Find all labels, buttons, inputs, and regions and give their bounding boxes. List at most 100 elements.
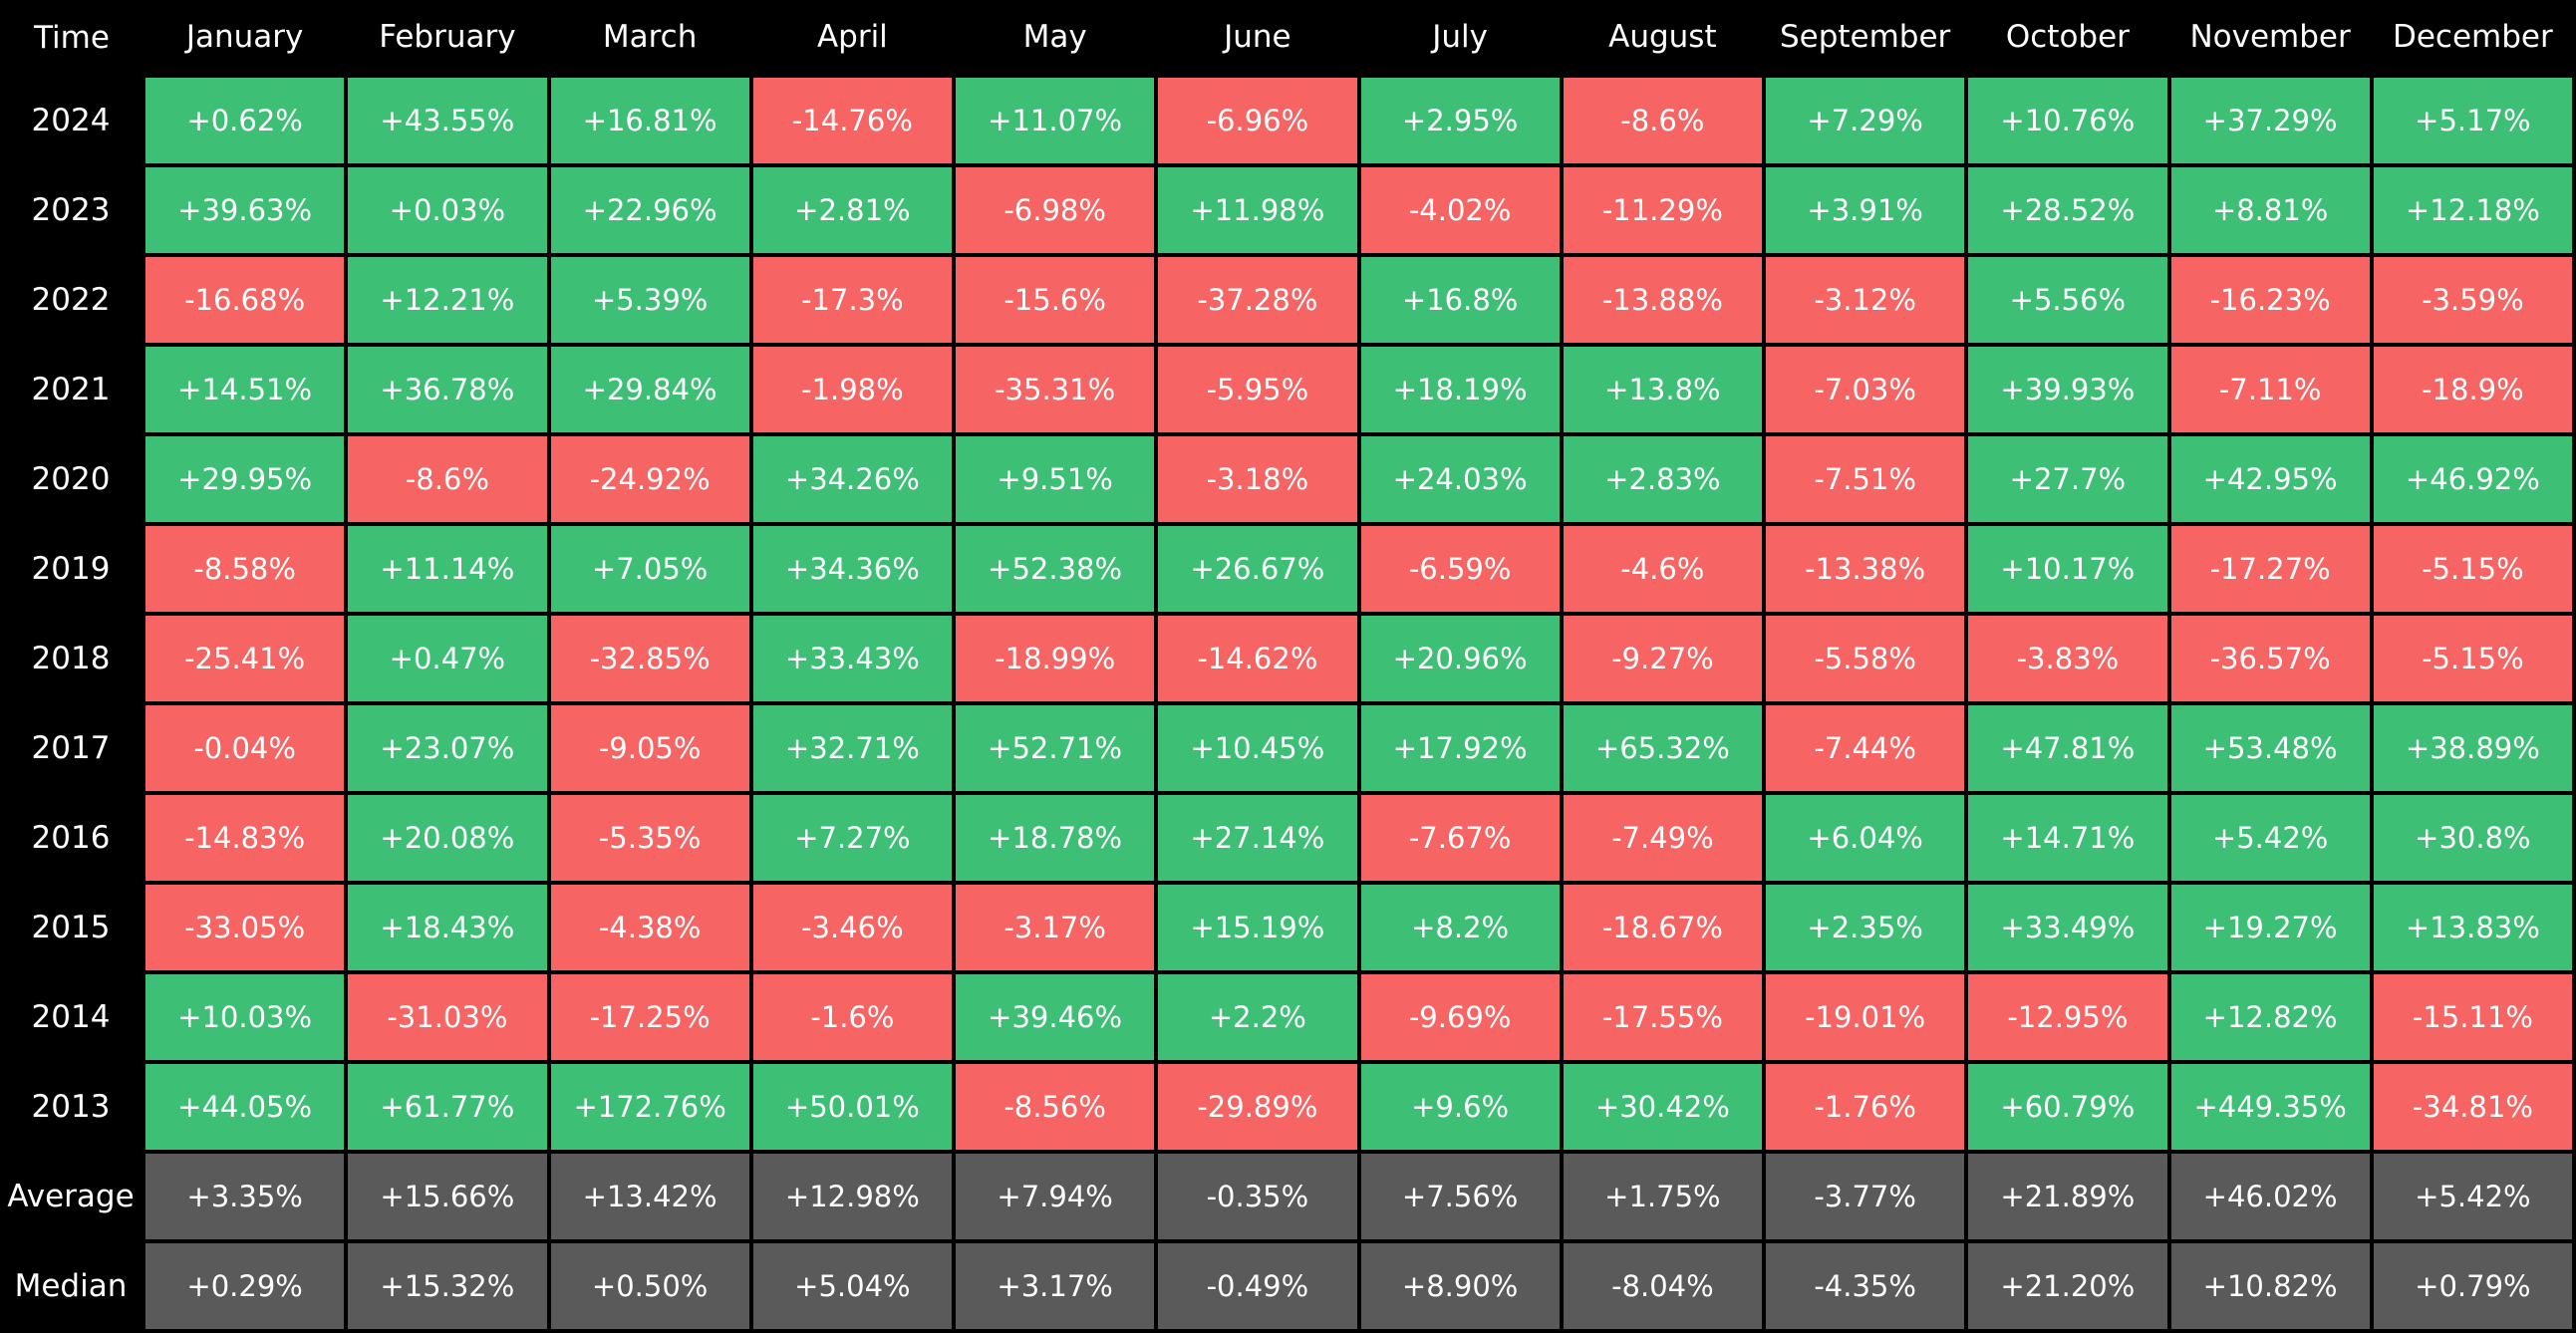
return-cell-2015-april: -3.46% <box>748 881 957 974</box>
return-cell-2021-july: +18.19% <box>1356 343 1564 436</box>
row-label-median: Median <box>0 1241 143 1331</box>
return-cell-2023-may: -6.98% <box>951 163 1159 257</box>
return-cell-2014-september: -19.01% <box>1761 970 1969 1064</box>
return-cell-2016-august: -7.49% <box>1559 791 1767 885</box>
return-cell-2023-february: +0.03% <box>344 163 551 257</box>
month-header-may: May <box>954 0 1157 76</box>
return-cell-2018-march: -32.85% <box>546 612 753 705</box>
return-cell-2018-november: -36.57% <box>2166 612 2374 705</box>
return-cell-2019-january: -8.58% <box>141 522 349 616</box>
return-cell-2024-december: +5.17% <box>2369 74 2576 167</box>
return-cell-2021-june: -5.95% <box>1154 343 1361 436</box>
return-cell-median-august: -8.04% <box>1559 1239 1767 1333</box>
return-cell-2014-december: -15.11% <box>2369 970 2576 1064</box>
month-header-june: June <box>1156 0 1359 76</box>
return-cell-2014-february: -31.03% <box>344 970 551 1064</box>
return-cell-median-december: +0.79% <box>2369 1239 2576 1333</box>
return-cell-2016-june: +27.14% <box>1154 791 1361 885</box>
return-cell-average-august: +1.75% <box>1559 1150 1767 1243</box>
return-cell-2016-february: +20.08% <box>344 791 551 885</box>
return-cell-2016-december: +30.8% <box>2369 791 2576 885</box>
return-cell-2023-december: +12.18% <box>2369 163 2576 257</box>
return-cell-2024-january: +0.62% <box>141 74 349 167</box>
return-cell-2022-july: +16.8% <box>1356 253 1564 347</box>
return-cell-2014-may: +39.46% <box>951 970 1159 1064</box>
return-cell-2014-october: -12.95% <box>1964 970 2171 1064</box>
return-cell-median-april: +5.04% <box>748 1239 957 1333</box>
row-label-2013: 2013 <box>0 1062 143 1152</box>
table-row-2022: 2022 -16.68% +12.21% +5.39% -17.3% -15.6% -37.… <box>0 253 2576 347</box>
return-cell-2024-may: +11.07% <box>951 74 1159 167</box>
return-cell-average-october: +21.89% <box>1964 1150 2171 1243</box>
return-cell-2021-november: -7.11% <box>2166 343 2374 436</box>
table-row-2014: 2014 +10.03% -31.03% -17.25% -1.6% +39.46% +2.… <box>0 970 2576 1064</box>
return-cell-2020-august: +2.83% <box>1559 432 1767 526</box>
table-row-average: Average +3.35% +15.66% +13.42% +12.98% +7.94%… <box>0 1150 2576 1243</box>
return-cell-2021-march: +29.84% <box>546 343 753 436</box>
return-cell-2022-september: -3.12% <box>1761 253 1969 347</box>
return-cell-2022-june: -37.28% <box>1154 253 1361 347</box>
table-body: 2024 +0.62% +43.55% +16.81% -14.76% +11.07% -6… <box>0 74 2576 1333</box>
return-cell-2014-july: -9.69% <box>1356 970 1564 1064</box>
return-cell-2022-january: -16.68% <box>141 253 349 347</box>
return-cell-2013-october: +60.79% <box>1964 1060 2171 1154</box>
return-cell-2018-august: -9.27% <box>1559 612 1767 705</box>
return-cell-2013-february: +61.77% <box>344 1060 551 1154</box>
return-cell-2013-september: -1.76% <box>1761 1060 1969 1154</box>
return-cell-2019-may: +52.38% <box>951 522 1159 616</box>
return-cell-2013-march: +172.76% <box>546 1060 753 1154</box>
return-cell-2015-august: -18.67% <box>1559 881 1767 974</box>
table-row-2023: 2023 +39.63% +0.03% +22.96% +2.81% -6.98% +11.… <box>0 163 2576 257</box>
return-cell-2020-july: +24.03% <box>1356 432 1564 526</box>
return-cell-median-july: +8.90% <box>1356 1239 1564 1333</box>
return-cell-2024-october: +10.76% <box>1964 74 2171 167</box>
table-row-2024: 2024 +0.62% +43.55% +16.81% -14.76% +11.07% -6… <box>0 74 2576 167</box>
return-cell-2017-january: -0.04% <box>141 701 349 795</box>
return-cell-2020-february: -8.6% <box>344 432 551 526</box>
header-row: Time January February March April May June Jul… <box>0 0 2574 76</box>
table-row-2018: 2018 -25.41% +0.47% -32.85% +33.43% -18.99% -1… <box>0 612 2576 705</box>
return-cell-2017-february: +23.07% <box>344 701 551 795</box>
return-cell-2013-july: +9.6% <box>1356 1060 1564 1154</box>
return-cell-2015-november: +19.27% <box>2166 881 2374 974</box>
table-row-2021: 2021 +14.51% +36.78% +29.84% -1.98% -35.31% -5… <box>0 343 2576 436</box>
return-cell-2019-november: -17.27% <box>2166 522 2374 616</box>
return-cell-average-july: +7.56% <box>1356 1150 1564 1243</box>
return-cell-2022-april: -17.3% <box>748 253 957 347</box>
return-cell-2023-october: +28.52% <box>1964 163 2171 257</box>
return-cell-2013-november: +449.35% <box>2166 1060 2374 1154</box>
return-cell-2018-december: -5.15% <box>2369 612 2576 705</box>
return-cell-2017-december: +38.89% <box>2369 701 2576 795</box>
return-cell-2023-november: +8.81% <box>2166 163 2374 257</box>
return-cell-2014-march: -17.25% <box>546 970 753 1064</box>
return-cell-2021-january: +14.51% <box>141 343 349 436</box>
return-cell-2017-june: +10.45% <box>1154 701 1361 795</box>
return-cell-2022-october: +5.56% <box>1964 253 2171 347</box>
return-cell-2019-august: -4.6% <box>1559 522 1767 616</box>
row-label-2015: 2015 <box>0 883 143 972</box>
return-cell-2017-september: -7.44% <box>1761 701 1969 795</box>
return-cell-2022-february: +12.21% <box>344 253 551 347</box>
return-cell-2016-october: +14.71% <box>1964 791 2171 885</box>
return-cell-2014-january: +10.03% <box>141 970 349 1064</box>
row-label-2019: 2019 <box>0 524 143 614</box>
table-row-2013: 2013 +44.05% +61.77% +172.76% +50.01% -8.56% -… <box>0 1060 2576 1154</box>
return-cell-2017-october: +47.81% <box>1964 701 2171 795</box>
return-cell-2019-october: +10.17% <box>1964 522 2171 616</box>
return-cell-2021-september: -7.03% <box>1761 343 1969 436</box>
return-cell-2019-september: -13.38% <box>1761 522 1969 616</box>
return-cell-2016-july: -7.67% <box>1356 791 1564 885</box>
return-cell-2018-january: -25.41% <box>141 612 349 705</box>
return-cell-2018-september: -5.58% <box>1761 612 1969 705</box>
month-header-september: September <box>1764 0 1967 76</box>
month-header-august: August <box>1561 0 1764 76</box>
corner-label: Time <box>0 0 143 76</box>
return-cell-2018-february: +0.47% <box>344 612 551 705</box>
return-cell-2019-july: -6.59% <box>1356 522 1564 616</box>
return-cell-2021-october: +39.93% <box>1964 343 2171 436</box>
return-cell-2019-december: -5.15% <box>2369 522 2576 616</box>
return-cell-2024-july: +2.95% <box>1356 74 1564 167</box>
return-cell-2014-june: +2.2% <box>1154 970 1361 1064</box>
return-cell-2019-february: +11.14% <box>344 522 551 616</box>
